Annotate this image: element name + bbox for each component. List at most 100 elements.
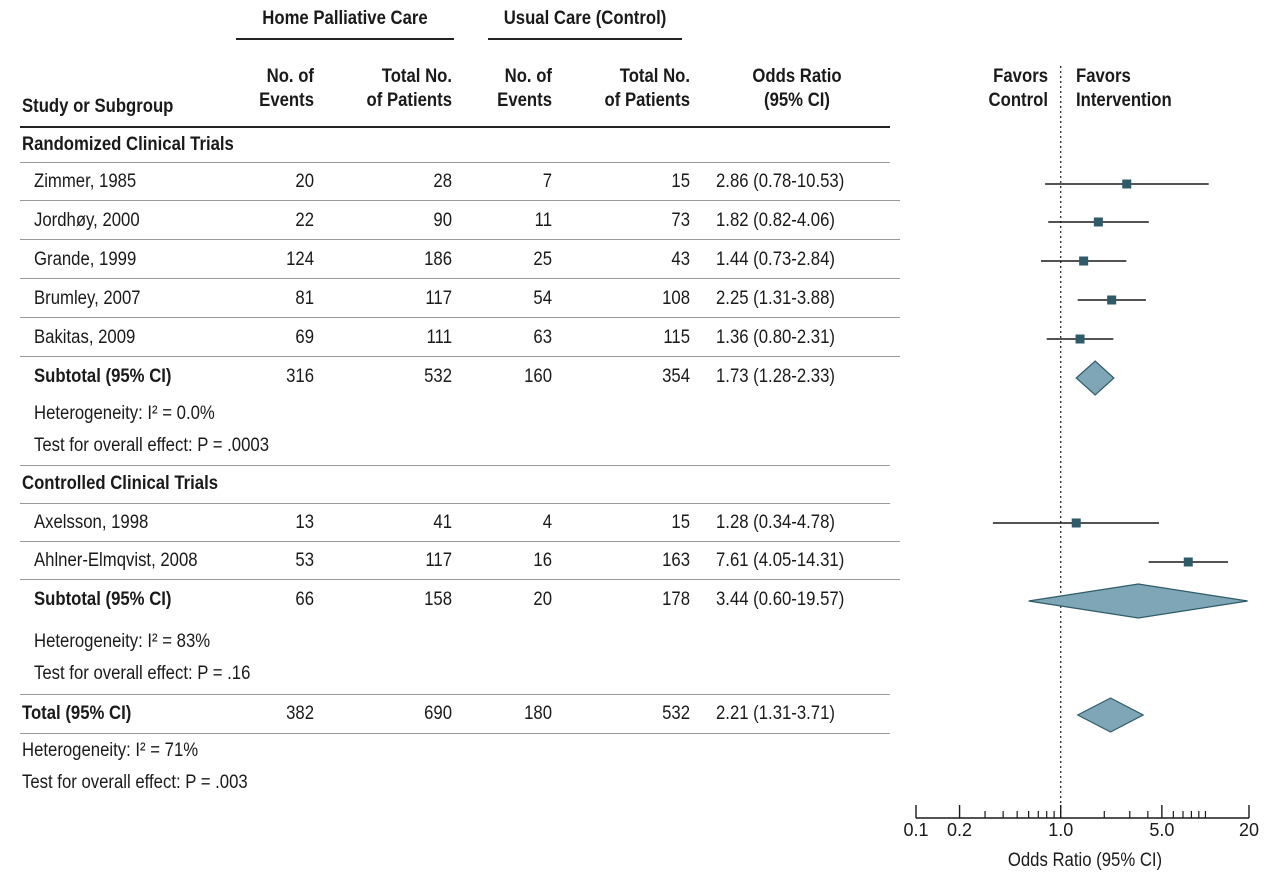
cct-overall-effect: Test for overall effect: P = .16: [34, 663, 250, 685]
cell-total-usual: 163: [662, 550, 690, 571]
cell-events-home: 13: [295, 512, 314, 533]
cell-total-home: 690: [424, 703, 452, 724]
cell-study: Axelsson, 1998: [34, 512, 149, 533]
column-header-odds-ratio-2: (95% CI): [764, 90, 830, 111]
cell-odds-ratio: 2.25 (1.31-3.88): [716, 288, 835, 309]
cell-odds-ratio: 7.61 (4.05-14.31): [716, 550, 845, 571]
point-estimate-marker: [1093, 217, 1103, 227]
cell-study: Total (95% CI): [22, 703, 132, 724]
cell-total-usual: 15: [671, 512, 690, 533]
cell-total-home: 117: [425, 550, 452, 571]
group-header-home-palliative-care: Home Palliative Care: [262, 8, 428, 29]
cell-odds-ratio: 1.36 (0.80-2.31): [716, 327, 835, 348]
row-divider: [20, 278, 900, 279]
summary-diamond: [1028, 583, 1248, 619]
cell-total-home: 117: [425, 288, 452, 309]
cell-events-home: 382: [286, 703, 314, 724]
cell-study: Brumley, 2007: [34, 288, 141, 309]
cell-events-home: 20: [295, 171, 314, 192]
row-divider: [20, 162, 890, 163]
point-estimate-marker: [1122, 179, 1132, 189]
favors-intervention-label-1: Favors: [1076, 66, 1131, 87]
total-overall-effect-label: Test for overall effect:: [22, 772, 186, 793]
column-header-events-usual-2: Events: [497, 90, 552, 111]
cell-total-home: 41: [433, 512, 452, 533]
cell-study: Subtotal (95% CI): [34, 589, 172, 610]
section-title-cct: Controlled Clinical Trials: [22, 473, 219, 494]
cell-total-usual: 15: [671, 171, 690, 192]
cell-study: Zimmer, 1985: [34, 171, 137, 192]
cell-events-home: 69: [295, 327, 314, 348]
row-divider: [20, 579, 900, 580]
total-overall-effect-value: P = .003: [185, 772, 248, 793]
group-header-usual-care: Usual Care (Control): [503, 8, 667, 29]
rct-overall-effect-value: P = .0003: [197, 435, 270, 456]
column-header-events-home-2: Events: [259, 90, 314, 111]
cell-events-home: 124: [286, 249, 314, 270]
rct-overall-effect: Test for overall effect: P = .0003: [34, 435, 269, 457]
cell-events-home: 316: [286, 366, 314, 387]
total-overall-effect: Test for overall effect: P = .003: [22, 772, 248, 794]
x-tick-label: 5.0: [1149, 820, 1174, 840]
summary-diamond: [1075, 360, 1115, 396]
cell-total-home: 532: [424, 366, 452, 387]
column-header-total-usual-1: Total No.: [619, 66, 690, 87]
point-estimate-marker: [1071, 518, 1081, 528]
row-divider: [20, 317, 900, 318]
column-header-odds-ratio-1: Odds Ratio: [752, 66, 842, 87]
cell-events-usual: 54: [533, 288, 552, 309]
cell-study: Bakitas, 2009: [34, 327, 136, 348]
group-underline-usual: [488, 38, 682, 40]
rct-heterogeneity-label: Heterogeneity:: [34, 403, 148, 424]
rct-heterogeneity: Heterogeneity: I² = 0.0%: [34, 403, 215, 425]
summary-diamond: [1076, 697, 1145, 733]
cell-odds-ratio: 1.73 (1.28-2.33): [716, 366, 835, 387]
cell-total-home: 158: [424, 589, 452, 610]
group-underline-home: [236, 38, 454, 40]
cell-total-usual: 73: [671, 210, 690, 231]
section-title-rct: Randomized Clinical Trials: [22, 134, 234, 155]
point-estimate-marker: [1075, 334, 1085, 344]
cell-events-usual: 16: [533, 550, 552, 571]
x-axis-label: Odds Ratio (95% CI): [1007, 850, 1163, 871]
column-header-total-usual-2: of Patients: [604, 90, 690, 111]
x-tick-label: 0.1: [903, 820, 928, 840]
cell-study: Jordhøy, 2000: [34, 210, 140, 231]
column-header-total-home-2: of Patients: [366, 90, 452, 111]
row-divider: [20, 503, 890, 504]
cct-overall-effect-label: Test for overall effect:: [34, 663, 198, 684]
row-divider: [20, 239, 900, 240]
cell-events-home: 66: [295, 589, 314, 610]
column-header-events-usual-1: No. of: [504, 66, 552, 87]
cell-study: Subtotal (95% CI): [34, 366, 172, 387]
cell-events-home: 81: [295, 288, 314, 309]
cell-study: Grande, 1999: [34, 249, 137, 270]
column-header-events-home-1: No. of: [266, 66, 314, 87]
column-header-study: Study or Subgroup: [22, 96, 174, 117]
cell-total-usual: 115: [663, 327, 690, 348]
cell-events-usual: 11: [534, 210, 552, 231]
cell-events-usual: 25: [533, 249, 552, 270]
cell-total-usual: 43: [671, 249, 690, 270]
cct-heterogeneity-label: Heterogeneity:: [34, 631, 148, 652]
row-divider: [20, 733, 890, 734]
cell-total-home: 90: [433, 210, 452, 231]
cell-events-usual: 4: [542, 512, 552, 533]
point-estimate-marker: [1183, 557, 1193, 567]
cell-total-usual: 532: [662, 703, 690, 724]
x-tick-label: 20: [1239, 820, 1259, 840]
cell-total-home: 28: [433, 171, 452, 192]
total-heterogeneity-value: I² = 71%: [135, 740, 199, 761]
cell-events-home: 53: [295, 550, 314, 571]
cell-odds-ratio: 1.28 (0.34-4.78): [716, 512, 835, 533]
cell-events-usual: 7: [542, 171, 552, 192]
x-tick-label: 0.2: [947, 820, 972, 840]
cell-events-home: 22: [295, 210, 314, 231]
cct-heterogeneity: Heterogeneity: I² = 83%: [34, 631, 210, 653]
rct-heterogeneity-value: I² = 0.0%: [147, 403, 215, 424]
cell-study: Ahlner-Elmqvist, 2008: [34, 550, 198, 571]
cell-odds-ratio: 3.44 (0.60-19.57): [716, 589, 845, 610]
cell-odds-ratio: 1.82 (0.82-4.06): [716, 210, 835, 231]
